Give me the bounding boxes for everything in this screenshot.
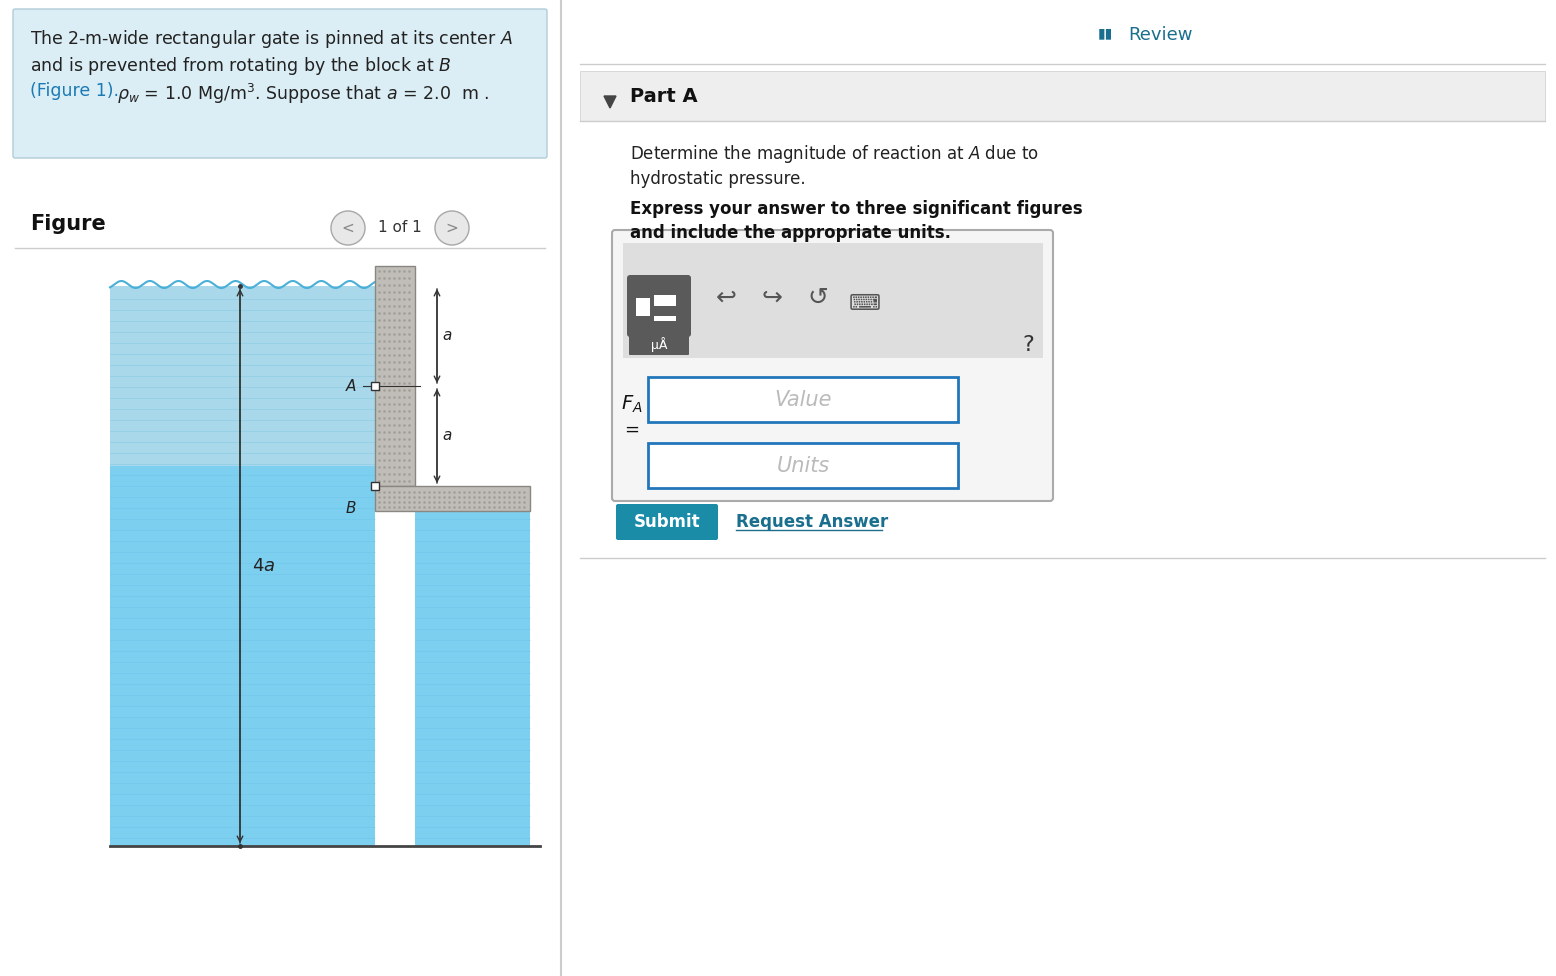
FancyBboxPatch shape (12, 9, 548, 158)
Bar (370, 482, 380, 490)
Text: $4a$: $4a$ (252, 557, 275, 575)
FancyBboxPatch shape (647, 443, 958, 488)
Text: Review: Review (1128, 26, 1192, 44)
Text: and include the appropriate units.: and include the appropriate units. (630, 224, 951, 242)
Text: The 2-m-wide rectangular gate is pinned at its center $A$: The 2-m-wide rectangular gate is pinned … (30, 28, 513, 50)
Text: ▮▮: ▮▮ (1099, 26, 1113, 40)
FancyBboxPatch shape (616, 504, 717, 540)
Bar (375, 486, 531, 511)
FancyBboxPatch shape (612, 230, 1053, 501)
Bar (110, 286, 375, 846)
Circle shape (331, 211, 366, 245)
Text: $a$: $a$ (442, 428, 453, 443)
Text: Determine the magnitude of reaction at $A$ due to: Determine the magnitude of reaction at $… (630, 143, 1039, 165)
Text: <: < (342, 221, 355, 235)
Bar (654, 306, 675, 316)
Text: $\rho_w$ = 1.0 Mg/m$^3$. Suppose that $a$ = 2.0  m .: $\rho_w$ = 1.0 Mg/m$^3$. Suppose that $a… (117, 82, 489, 106)
Text: ⌨: ⌨ (850, 294, 881, 314)
Text: ↺: ↺ (808, 286, 828, 310)
Bar (110, 286, 375, 466)
Text: Express your answer to three significant figures: Express your answer to three significant… (630, 200, 1083, 218)
Bar (654, 295, 675, 321)
Bar (636, 298, 650, 316)
Text: ↩: ↩ (716, 286, 736, 310)
Circle shape (436, 211, 468, 245)
FancyBboxPatch shape (647, 377, 958, 422)
Text: Figure: Figure (30, 214, 106, 234)
Text: $a$: $a$ (442, 329, 453, 344)
Text: (Figure 1).: (Figure 1). (30, 82, 124, 100)
Text: Part A: Part A (630, 87, 697, 105)
Text: ?: ? (1022, 335, 1033, 355)
Text: $A$: $A$ (345, 378, 356, 394)
Text: =: = (624, 421, 640, 439)
Polygon shape (604, 96, 616, 108)
FancyBboxPatch shape (627, 275, 691, 337)
Text: Units: Units (776, 456, 829, 476)
Bar (375, 266, 415, 486)
Bar (580, 71, 1545, 121)
Text: >: > (445, 221, 459, 235)
Text: μÅ: μÅ (650, 338, 668, 352)
Text: hydrostatic pressure.: hydrostatic pressure. (630, 170, 806, 188)
Text: Value: Value (775, 390, 832, 410)
Bar (622, 243, 1043, 358)
Text: Request Answer: Request Answer (736, 513, 888, 531)
Text: Submit: Submit (633, 513, 700, 531)
Text: $B$: $B$ (345, 500, 356, 516)
Text: $F_A$: $F_A$ (621, 393, 643, 415)
Bar (415, 486, 531, 846)
Bar (370, 382, 380, 390)
FancyBboxPatch shape (629, 335, 689, 355)
Text: ↪: ↪ (761, 286, 783, 310)
Text: 1 of 1: 1 of 1 (378, 221, 422, 235)
Text: and is prevented from rotating by the block at $B$: and is prevented from rotating by the bl… (30, 55, 451, 77)
